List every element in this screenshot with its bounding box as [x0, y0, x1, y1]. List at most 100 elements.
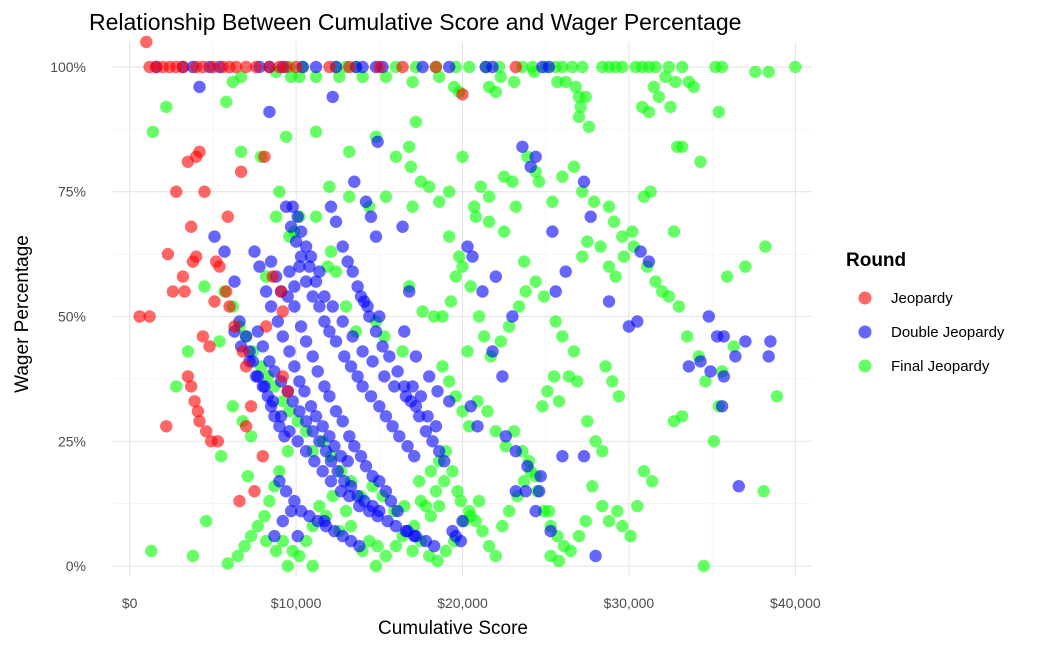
data-point: [351, 280, 364, 293]
data-point: [309, 210, 323, 223]
data-point: [316, 420, 329, 433]
data-point: [358, 295, 371, 308]
data-point: [409, 115, 423, 129]
data-point: [269, 210, 283, 223]
data-point: [463, 60, 476, 74]
data-point: [549, 285, 562, 298]
data-point: [293, 260, 306, 273]
data-point: [423, 180, 436, 193]
data-point: [266, 395, 279, 408]
data-point: [472, 494, 486, 508]
data-point: [536, 400, 549, 413]
data-point: [444, 295, 458, 308]
data-point: [424, 509, 438, 523]
data-point: [343, 190, 356, 203]
data-point: [419, 499, 433, 513]
data-point: [234, 165, 248, 178]
data-point: [258, 509, 271, 523]
data-point: [239, 420, 253, 433]
data-point: [146, 125, 160, 138]
data-point: [341, 455, 354, 468]
data-point: [170, 185, 183, 198]
x-tick-label: $0: [122, 595, 138, 611]
data-point: [356, 60, 369, 74]
data-point: [576, 185, 589, 198]
legend-label: Final Jeopardy: [891, 358, 990, 375]
data-point: [451, 485, 464, 498]
data-point: [443, 230, 456, 243]
data-point: [489, 270, 502, 283]
data-point: [542, 504, 556, 518]
data-point: [446, 465, 459, 478]
data-point: [241, 470, 254, 483]
data-point: [404, 160, 418, 173]
legend-item: Final Jeopardy: [858, 358, 990, 375]
data-point: [379, 410, 393, 423]
data-point: [401, 440, 414, 453]
data-point: [226, 400, 239, 413]
x-tick-label: $20,000: [437, 595, 488, 611]
data-point: [366, 355, 379, 368]
data-point: [160, 420, 173, 433]
data-point: [279, 485, 293, 498]
data-point: [191, 405, 205, 418]
data-point: [258, 150, 271, 163]
data-point: [333, 70, 346, 84]
data-point: [249, 370, 263, 383]
data-point: [464, 280, 477, 293]
data-point: [283, 345, 296, 358]
data-point: [356, 380, 369, 393]
data-point: [291, 435, 304, 448]
data-point: [231, 549, 244, 563]
data-point: [574, 100, 587, 114]
data-point: [329, 335, 343, 348]
data-point: [220, 95, 233, 109]
data-point: [426, 435, 439, 448]
data-point: [293, 405, 306, 418]
data-point: [379, 549, 393, 563]
data-point: [396, 220, 409, 233]
x-axis-ticks: $0 $10,000 $20,000 $30,000 $40,000: [122, 595, 821, 611]
data-point: [329, 265, 343, 278]
data-point: [571, 375, 584, 388]
data-point: [413, 410, 426, 423]
data-point: [391, 365, 404, 378]
data-point: [264, 255, 278, 268]
data-point: [343, 60, 356, 74]
data-point: [291, 529, 304, 543]
data-point: [304, 250, 318, 263]
data-point: [220, 285, 233, 298]
data-point: [762, 350, 775, 363]
data-point: [215, 450, 228, 463]
y-tick-label: 25%: [58, 433, 86, 449]
data-point: [789, 60, 802, 74]
legend-item: Double Jeopardy: [858, 324, 1005, 341]
data-point: [577, 450, 591, 463]
data-point: [606, 375, 619, 388]
data-point: [288, 494, 301, 508]
data-point: [577, 175, 591, 188]
data-point: [694, 355, 707, 368]
data-point: [304, 400, 318, 413]
data-point: [596, 499, 609, 513]
data-point: [612, 390, 626, 403]
data-point: [396, 60, 409, 74]
data-point: [509, 200, 522, 213]
data-point: [294, 250, 308, 263]
data-point: [299, 415, 313, 428]
data-point: [429, 420, 443, 433]
data-point: [239, 360, 253, 373]
data-point: [582, 120, 596, 133]
data-point: [289, 235, 303, 248]
data-point: [160, 100, 173, 114]
data-point: [373, 60, 386, 74]
data-point: [749, 65, 762, 79]
data-point: [404, 395, 418, 408]
data-point: [717, 370, 730, 383]
data-point: [348, 440, 361, 453]
data-point: [456, 514, 469, 528]
data-point: [739, 335, 752, 348]
data-point: [474, 180, 487, 193]
data-point: [694, 155, 707, 168]
data-point: [269, 544, 283, 558]
